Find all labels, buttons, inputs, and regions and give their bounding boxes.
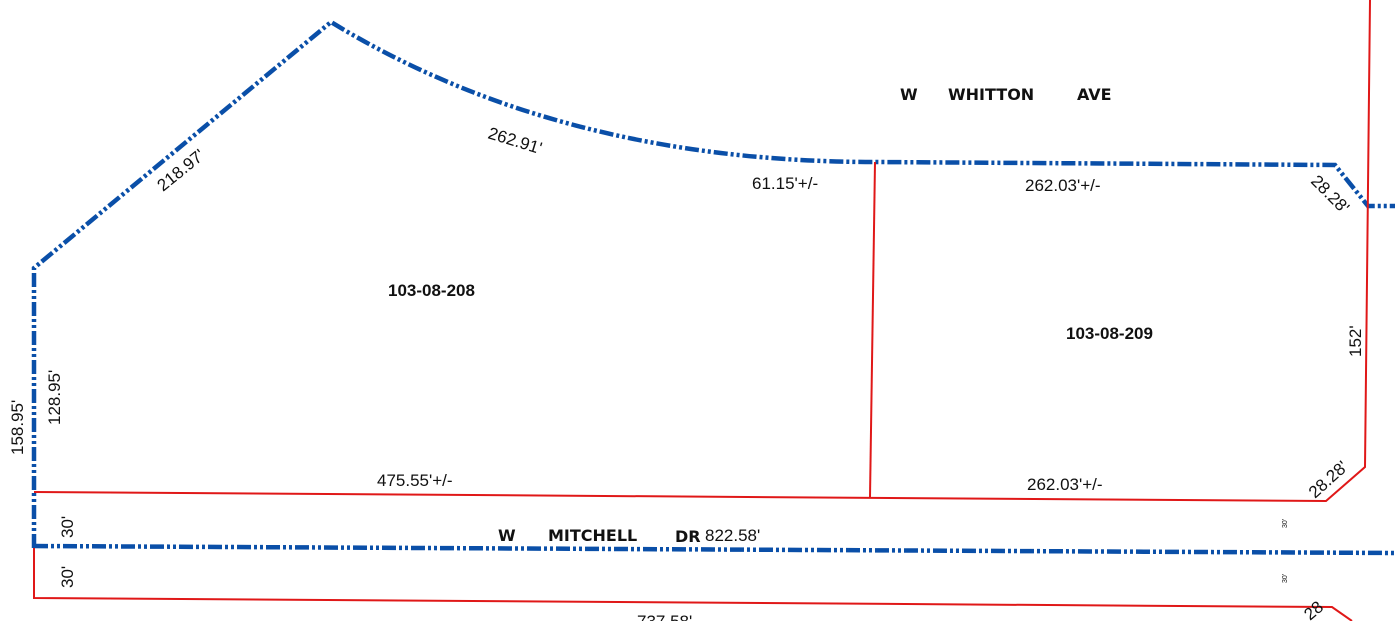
street-label-mitchell: W MITCHELL DR	[498, 526, 701, 546]
street-name: MITCHELL	[548, 526, 637, 545]
dim-south-east-segment: 262.03'+/-	[1027, 475, 1103, 494]
north-row-boundary	[31, 19, 1395, 548]
dim-se-corner: 28.28'	[1305, 457, 1352, 502]
parcel-divider-line	[869, 161, 876, 498]
dim-east-side: 152'	[1346, 325, 1365, 357]
dim-north-east-segment: 262.03'+/-	[1025, 176, 1101, 195]
dim-row-half-north: 30'	[58, 516, 77, 538]
street-prefix: W	[498, 526, 516, 545]
dim-mitchell-centerline: 822.58'	[705, 526, 760, 545]
dim-west-inner: 128.95'	[45, 370, 64, 425]
parcel-id-208: 103-08-208	[388, 281, 475, 300]
dim-south-west-segment: 475.55'+/-	[377, 471, 453, 490]
parcel-id-209: 103-08-209	[1066, 324, 1153, 343]
dim-row-half-south: 30'	[58, 566, 77, 588]
dim-north-arc: 262.91'	[486, 124, 544, 158]
street-label-whitton: W WHITTON AVE	[900, 85, 1112, 104]
dim-west-outer: 158.95'	[8, 400, 27, 455]
dim-mitchell-south: 737.58'	[637, 612, 692, 621]
street-name: WHITTON	[948, 85, 1034, 104]
dim-south-corner-partial: 28	[1300, 597, 1327, 621]
dim-nw-diagonal: 218.97'	[154, 146, 209, 196]
mitchell-centerline	[33, 543, 1395, 556]
street-suffix: DR	[675, 527, 701, 546]
dim-row-half-south-east: 30'	[1282, 574, 1289, 583]
street-suffix: AVE	[1077, 85, 1112, 104]
street-prefix: W	[900, 85, 918, 104]
parcel-south-line	[33, 0, 1371, 503]
dim-row-half-north-east: 30'	[1282, 519, 1289, 528]
dim-north-west-segment: 61.15'+/-	[752, 174, 818, 193]
mitchell-south-line	[33, 548, 1353, 621]
